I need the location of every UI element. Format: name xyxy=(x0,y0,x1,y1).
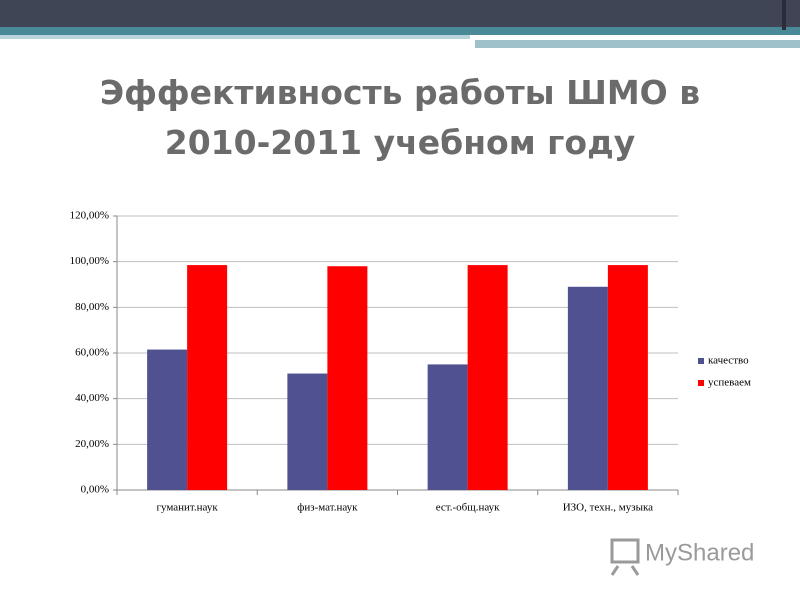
legend-label: качество xyxy=(708,355,749,367)
chart-title: Эффективность работы ШМО в 2010-2011 уче… xyxy=(99,73,701,162)
bar xyxy=(147,349,188,490)
header-accent xyxy=(782,0,786,30)
y-tick-label: 0,00% xyxy=(81,484,109,496)
header-stripe xyxy=(0,35,470,39)
x-tick-label: гуманит.наук xyxy=(157,502,219,514)
watermark: MyShared xyxy=(645,539,754,566)
bar xyxy=(607,265,648,490)
legend-swatch xyxy=(698,358,704,364)
x-tick-label: физ-мат.наук xyxy=(297,502,358,514)
bar xyxy=(567,286,608,490)
y-tick-label: 80,00% xyxy=(75,301,109,313)
bar xyxy=(187,265,228,490)
bar xyxy=(287,373,328,490)
watermark-icon xyxy=(610,538,640,576)
y-tick-label: 40,00% xyxy=(75,392,109,404)
header-stripe xyxy=(0,27,800,35)
y-tick-label: 20,00% xyxy=(75,438,109,450)
bar xyxy=(427,364,468,490)
y-tick-label: 60,00% xyxy=(75,347,109,359)
legend-swatch xyxy=(698,380,704,386)
bar xyxy=(467,265,508,490)
header-band xyxy=(0,0,800,27)
header-stripe xyxy=(475,40,800,48)
x-tick-label: ест.-общ.наук xyxy=(436,502,500,514)
x-tick-label: ИЗО, техн., музыка xyxy=(563,502,653,514)
y-tick-label: 120,00% xyxy=(70,210,109,222)
legend-label: успеваем xyxy=(708,377,751,389)
y-tick-label: 100,00% xyxy=(70,255,109,267)
bar xyxy=(327,266,368,490)
